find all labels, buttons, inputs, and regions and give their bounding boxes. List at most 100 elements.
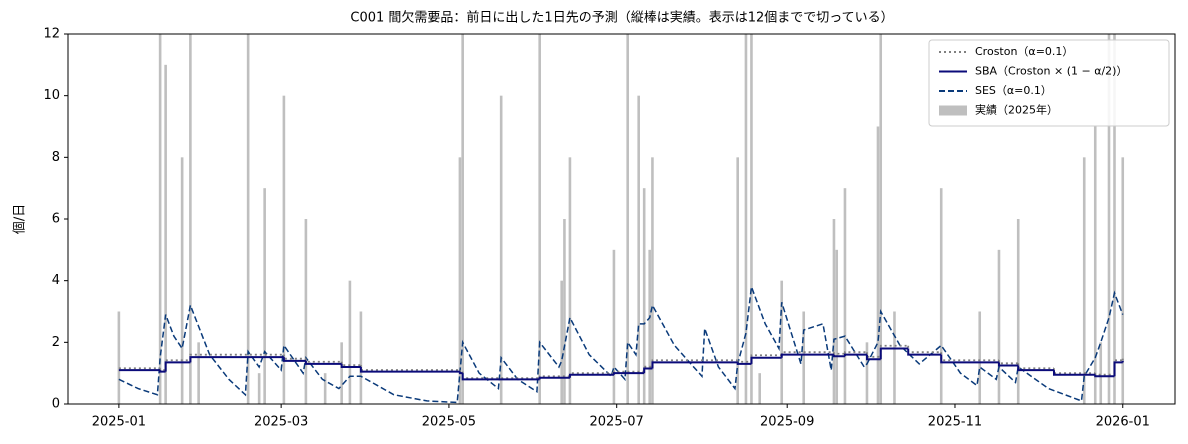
step-segment <box>750 356 782 364</box>
bar <box>1082 157 1086 404</box>
step-segment <box>1053 368 1096 375</box>
step-segment <box>736 360 752 363</box>
step-segment <box>340 361 361 367</box>
step-segment <box>879 344 909 357</box>
step-segment <box>282 354 306 360</box>
legend-label: SBA（Croston × (1 − α/2)） <box>975 65 1127 78</box>
step-segment <box>750 354 782 362</box>
bar <box>802 311 806 404</box>
bar <box>876 126 880 404</box>
bar <box>879 34 883 404</box>
legend-label: 実績（2025年） <box>975 103 1058 117</box>
y-tick-label: 10 <box>43 88 60 103</box>
bar <box>1107 34 1111 404</box>
step-segment <box>940 352 999 362</box>
step-segment <box>538 376 570 380</box>
step-segment <box>159 370 166 373</box>
bar <box>180 157 184 404</box>
bar <box>843 188 847 404</box>
bar <box>744 34 748 404</box>
bar <box>780 280 784 404</box>
y-tick-label: 4 <box>52 273 60 288</box>
y-tick-label: 0 <box>52 397 60 412</box>
step-segment <box>1017 363 1054 370</box>
bar <box>637 95 640 404</box>
bar <box>461 34 464 404</box>
x-tick-label: 2025-09 <box>760 415 814 430</box>
bar <box>164 64 167 404</box>
step-segment <box>305 358 342 363</box>
bar <box>563 219 566 404</box>
bar <box>1016 219 1020 404</box>
step-segment <box>879 347 909 360</box>
step-segment <box>164 361 191 372</box>
step-segment <box>940 354 999 364</box>
legend: Croston（α=0.1） SBA（Croston × (1 − α/2)） SE… <box>928 39 1170 127</box>
bar <box>758 373 762 404</box>
step-segment <box>189 356 284 363</box>
step-segment <box>340 363 361 368</box>
step-segment <box>651 359 738 367</box>
bar <box>997 249 1001 404</box>
bar <box>835 249 839 404</box>
bar <box>642 188 646 404</box>
plot-area <box>117 34 1125 404</box>
step-segment <box>1094 373 1115 376</box>
x-tick-label: 2025-05 <box>422 415 476 430</box>
bar <box>340 342 343 404</box>
legend-swatch <box>939 105 967 116</box>
bar <box>832 219 836 404</box>
bar <box>458 157 462 404</box>
step-segment <box>359 367 460 373</box>
step-segment <box>1094 374 1115 378</box>
step-segment <box>865 354 881 361</box>
bar <box>499 95 503 404</box>
bar <box>939 188 943 404</box>
step-segment <box>282 357 306 362</box>
bar <box>257 373 261 404</box>
step-segment <box>736 362 752 365</box>
step-segment <box>461 373 540 381</box>
bar <box>323 373 327 404</box>
x-tick-label: 2025-01 <box>92 415 146 430</box>
legend-label: SES（α=0.1） <box>975 84 1052 97</box>
step-segment <box>304 360 342 365</box>
legend-label: Croston（α=0.1） <box>975 45 1073 58</box>
step-segment <box>998 360 1019 365</box>
bar <box>648 249 651 404</box>
bar <box>263 188 266 404</box>
bar <box>560 280 563 404</box>
bar <box>893 311 896 404</box>
step-segment <box>997 362 1019 367</box>
bar <box>1093 126 1097 404</box>
bar <box>246 34 250 404</box>
bar <box>189 34 192 404</box>
step-segment <box>1017 365 1054 372</box>
y-tick-label: 8 <box>52 150 60 165</box>
step-segment <box>568 373 614 378</box>
bar <box>1099 342 1103 404</box>
bar <box>197 342 200 404</box>
bar <box>1121 157 1125 404</box>
line <box>118 286 1124 404</box>
step-segment <box>780 353 834 358</box>
bar <box>1113 34 1116 404</box>
bar <box>568 157 572 404</box>
y-axis-label: 個/日 <box>13 204 28 234</box>
step-segment <box>843 353 867 357</box>
y-tick-label: 6 <box>52 212 60 227</box>
step-segment <box>164 359 191 371</box>
step-segment <box>360 365 460 371</box>
step-segment <box>844 351 867 354</box>
bar <box>750 34 753 404</box>
chart-title: C001 間欠需要品：前日に出した1日先の予測（縦棒は実績。表示は12個までで切… <box>350 10 893 26</box>
step-segment <box>1113 361 1123 377</box>
step-segment <box>651 361 738 369</box>
bar <box>865 342 869 404</box>
step-segment <box>832 354 845 358</box>
x-tick-label: 2026-01 <box>1096 415 1150 430</box>
step-segment <box>612 372 645 375</box>
y-tick-label: 2 <box>52 335 60 350</box>
step-segment <box>643 367 653 374</box>
